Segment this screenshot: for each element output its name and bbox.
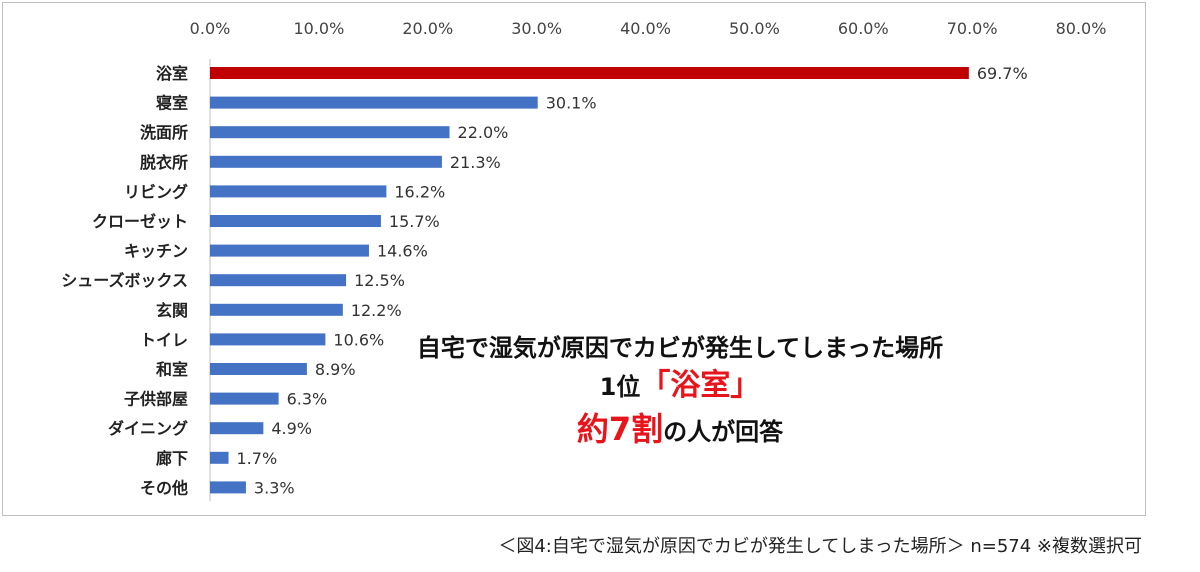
chart-annotation: 自宅で湿気が原因でカビが発生してしまった場所 1位「浴室」 約7割の人が回答: [380, 330, 980, 454]
data-label: 22.0%: [458, 123, 509, 142]
category-label: キッチン: [124, 242, 188, 261]
bar: [210, 363, 307, 375]
annotation-rank-highlight: 「浴室」: [640, 368, 761, 403]
category-label: 寝室: [156, 94, 188, 113]
bar: [210, 392, 279, 405]
bar: [210, 126, 450, 139]
bar: [210, 244, 369, 257]
x-tick-label: 80.0%: [1056, 19, 1107, 38]
annotation-headline: 自宅で湿気が原因でカビが発生してしまった場所: [416, 334, 944, 362]
bar: [210, 96, 538, 109]
bar: [210, 274, 347, 287]
annotation-share-suffix: の人が回答: [663, 418, 784, 446]
bar: [210, 481, 246, 494]
category-label: トイレ: [140, 330, 188, 349]
category-label: その他: [140, 478, 188, 497]
data-label: 30.1%: [546, 94, 597, 113]
category-label: 玄関: [156, 301, 188, 320]
data-label: 14.6%: [377, 242, 428, 261]
x-tick-label: 60.0%: [838, 19, 889, 38]
bar: [210, 185, 387, 198]
category-label: リビング: [124, 182, 188, 201]
bar: [210, 422, 264, 435]
x-tick-label: 0.0%: [190, 19, 231, 38]
figure-caption: ＜図4:自宅で湿気が原因でカビが発生してしまった場所＞ n=574 ※複数選択可: [498, 536, 1142, 557]
chart-frame: 0.0% 10.0% 20.0% 30.0% 40.0% 50.0% 60.0% 70.0% 8…: [2, 2, 1146, 516]
x-tick-label: 10.0%: [293, 19, 344, 38]
annotation-rank-prefix: 1位: [599, 373, 641, 401]
data-label: 1.7%: [237, 449, 278, 468]
x-tick-label: 70.0%: [947, 19, 998, 38]
category-label: シューズボックス: [61, 271, 188, 290]
category-label: 廊下: [156, 449, 188, 468]
category-label: クローゼット: [92, 212, 188, 231]
x-tick-label: 20.0%: [402, 19, 453, 38]
data-label: 8.9%: [315, 360, 356, 379]
data-label: 15.7%: [389, 212, 440, 231]
annotation-share-highlight: 約7割: [576, 410, 664, 448]
category-label: 子供部屋: [124, 390, 188, 409]
category-label: 脱衣所: [140, 153, 188, 172]
data-label: 12.5%: [354, 271, 405, 290]
data-label: 16.2%: [394, 182, 445, 201]
data-label: 12.2%: [351, 301, 402, 320]
x-tick-label: 50.0%: [729, 19, 780, 38]
data-label: 3.3%: [254, 478, 295, 497]
bar: [210, 155, 442, 168]
category-label: 和室: [156, 360, 188, 379]
data-label: 10.6%: [333, 330, 384, 349]
category-label: 洗面所: [140, 123, 188, 142]
bar: [210, 333, 326, 346]
annotation-share: 約7割の人が回答: [380, 407, 980, 454]
bar: [210, 303, 343, 316]
data-label: 4.9%: [271, 419, 312, 438]
annotation-rank: 1位「浴室」: [380, 366, 980, 407]
bar: [210, 67, 969, 79]
x-tick-label: 30.0%: [511, 19, 562, 38]
bar: [210, 215, 381, 227]
data-label: 69.7%: [977, 64, 1028, 83]
bar-chart: 0.0% 10.0% 20.0% 30.0% 40.0% 50.0% 60.0% 70.0% 8…: [61, 19, 1107, 502]
x-tick-label: 40.0%: [620, 19, 671, 38]
bar: [210, 451, 229, 464]
data-label: 6.3%: [287, 390, 328, 409]
category-label: 浴室: [156, 64, 188, 83]
data-label: 21.3%: [450, 153, 501, 172]
category-label: ダイニング: [108, 419, 188, 438]
